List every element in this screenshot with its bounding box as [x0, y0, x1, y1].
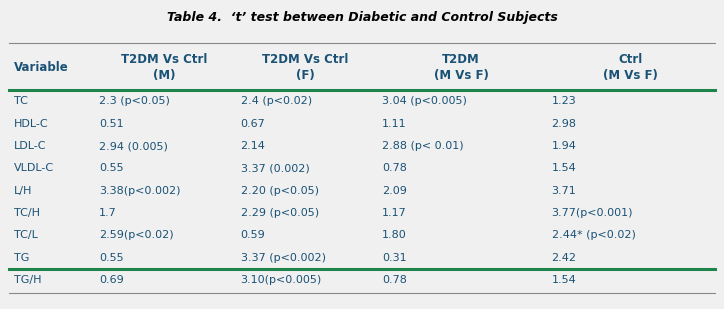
Text: T2DM: T2DM: [442, 53, 480, 66]
Text: TC/L: TC/L: [14, 231, 38, 240]
Text: 3.71: 3.71: [552, 186, 576, 196]
Text: Ctrl: Ctrl: [618, 53, 643, 66]
Text: HDL-C: HDL-C: [14, 119, 49, 129]
Text: 0.78: 0.78: [382, 275, 407, 285]
Text: 2.3 (p<0.05): 2.3 (p<0.05): [99, 96, 170, 106]
Text: 3.37 (0.002): 3.37 (0.002): [240, 163, 309, 173]
Text: 2.20 (p<0.05): 2.20 (p<0.05): [240, 186, 319, 196]
Text: (F): (F): [296, 69, 315, 82]
Text: TC: TC: [14, 96, 28, 106]
Text: TC/H: TC/H: [14, 208, 41, 218]
Text: 1.80: 1.80: [382, 231, 407, 240]
Text: 1.54: 1.54: [552, 163, 576, 173]
Text: 1.94: 1.94: [552, 141, 576, 151]
Text: Variable: Variable: [14, 61, 69, 74]
Text: 0.55: 0.55: [99, 163, 124, 173]
Text: (M): (M): [153, 69, 175, 82]
Text: (M Vs F): (M Vs F): [603, 69, 658, 82]
Text: 0.55: 0.55: [99, 253, 124, 263]
Text: TG/H: TG/H: [14, 275, 42, 285]
Text: 2.98: 2.98: [552, 119, 576, 129]
Text: 0.69: 0.69: [99, 275, 124, 285]
Text: 3.77(p<0.001): 3.77(p<0.001): [552, 208, 633, 218]
Text: 3.04 (p<0.005): 3.04 (p<0.005): [382, 96, 467, 106]
Text: 0.31: 0.31: [382, 253, 407, 263]
Text: 0.67: 0.67: [240, 119, 265, 129]
Text: 2.44* (p<0.02): 2.44* (p<0.02): [552, 231, 636, 240]
Text: T2DM Vs Ctrl: T2DM Vs Ctrl: [121, 53, 207, 66]
Text: 2.94 (0.005): 2.94 (0.005): [99, 141, 168, 151]
Text: 1.54: 1.54: [552, 275, 576, 285]
Text: 2.88 (p< 0.01): 2.88 (p< 0.01): [382, 141, 463, 151]
Text: 2.14: 2.14: [240, 141, 266, 151]
Text: 1.7: 1.7: [99, 208, 117, 218]
Text: 3.37 (p<0.002): 3.37 (p<0.002): [240, 253, 326, 263]
Text: (M Vs F): (M Vs F): [434, 69, 489, 82]
Text: 1.17: 1.17: [382, 208, 407, 218]
Text: TG: TG: [14, 253, 30, 263]
Text: T2DM Vs Ctrl: T2DM Vs Ctrl: [262, 53, 349, 66]
Text: 1.23: 1.23: [552, 96, 576, 106]
Text: 0.51: 0.51: [99, 119, 124, 129]
Text: VLDL-C: VLDL-C: [14, 163, 54, 173]
Text: LDL-C: LDL-C: [14, 141, 47, 151]
Text: 3.38(p<0.002): 3.38(p<0.002): [99, 186, 181, 196]
Text: Table 4.  ‘t’ test between Diabetic and Control Subjects: Table 4. ‘t’ test between Diabetic and C…: [167, 11, 557, 23]
Text: L/H: L/H: [14, 186, 33, 196]
Text: 2.09: 2.09: [382, 186, 407, 196]
Text: 2.29 (p<0.05): 2.29 (p<0.05): [240, 208, 319, 218]
Text: 1.11: 1.11: [382, 119, 407, 129]
Text: 2.59(p<0.02): 2.59(p<0.02): [99, 231, 174, 240]
Text: 0.78: 0.78: [382, 163, 407, 173]
Text: 3.10(p<0.005): 3.10(p<0.005): [240, 275, 321, 285]
Text: 0.59: 0.59: [240, 231, 265, 240]
Text: 2.4 (p<0.02): 2.4 (p<0.02): [240, 96, 311, 106]
Text: 2.42: 2.42: [552, 253, 576, 263]
